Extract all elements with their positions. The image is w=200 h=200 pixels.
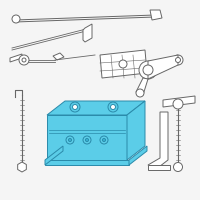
Circle shape <box>173 99 183 109</box>
Polygon shape <box>148 55 178 79</box>
Polygon shape <box>47 115 127 160</box>
Polygon shape <box>83 24 92 42</box>
Circle shape <box>176 58 180 62</box>
Circle shape <box>83 136 91 144</box>
Circle shape <box>70 102 80 112</box>
Circle shape <box>136 89 144 97</box>
Circle shape <box>143 65 153 75</box>
Circle shape <box>102 138 106 142</box>
Circle shape <box>72 104 78 110</box>
Circle shape <box>22 58 26 62</box>
Circle shape <box>139 61 157 79</box>
Circle shape <box>66 136 74 144</box>
Polygon shape <box>53 53 64 60</box>
Circle shape <box>110 104 116 110</box>
Polygon shape <box>45 160 129 165</box>
Circle shape <box>19 55 29 65</box>
Polygon shape <box>148 165 170 170</box>
Polygon shape <box>45 146 63 165</box>
Circle shape <box>119 60 127 68</box>
Polygon shape <box>18 162 26 172</box>
Polygon shape <box>10 54 22 62</box>
Circle shape <box>174 162 182 171</box>
Polygon shape <box>136 78 148 95</box>
Polygon shape <box>163 96 195 107</box>
Polygon shape <box>47 101 145 115</box>
Circle shape <box>100 136 108 144</box>
Circle shape <box>86 138 88 142</box>
Polygon shape <box>150 10 162 20</box>
Polygon shape <box>100 50 147 78</box>
Circle shape <box>173 55 183 65</box>
Polygon shape <box>127 101 145 160</box>
Polygon shape <box>129 146 147 165</box>
Circle shape <box>12 15 20 23</box>
Polygon shape <box>148 112 168 170</box>
Circle shape <box>68 138 72 142</box>
Circle shape <box>108 102 118 112</box>
